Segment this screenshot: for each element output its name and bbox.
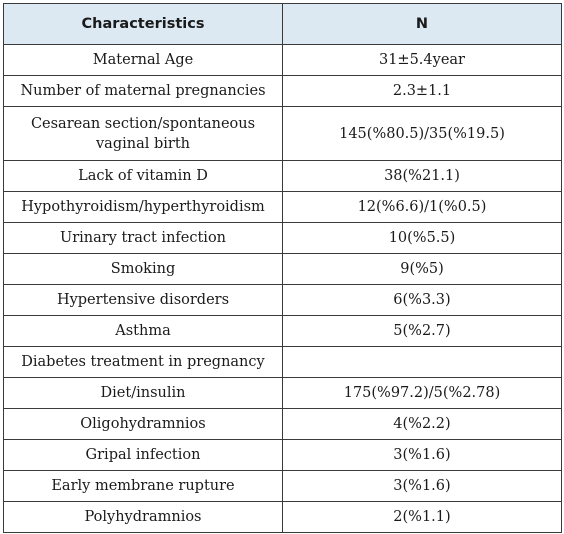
row-value: 31±5.4year <box>282 44 562 76</box>
row-label: Urinary tract infection <box>3 222 283 254</box>
table-row: Oligohydramnios 4(%2.2) <box>3 408 562 440</box>
table-row: Cesarean section/spontaneous vaginal bir… <box>3 106 562 161</box>
header-n: N <box>282 3 562 45</box>
table-row: Polyhydramnios 2(%1.1) <box>3 501 562 533</box>
table-row: Maternal Age 31±5.4year <box>3 44 562 76</box>
table-row: Lack of vitamin D 38(%21.1) <box>3 160 562 192</box>
row-value: 3(%1.6) <box>282 439 562 471</box>
table-row: Diet/insulin 175(%97.2)/5(%2.78) <box>3 377 562 409</box>
row-value <box>282 346 562 378</box>
table-row: Gripal infection 3(%1.6) <box>3 439 562 471</box>
row-label: Diet/insulin <box>3 377 283 409</box>
row-label: Number of maternal pregnancies <box>3 75 283 107</box>
table-row: Hypertensive disorders 6(%3.3) <box>3 284 562 316</box>
table-row: Asthma 5(%2.7) <box>3 315 562 347</box>
row-label: Cesarean section/spontaneous vaginal bir… <box>3 106 283 161</box>
row-value: 38(%21.1) <box>282 160 562 192</box>
table-row: Diabetes treatment in pregnancy <box>3 346 562 378</box>
table-row: Smoking 9(%5) <box>3 253 562 285</box>
row-label: Polyhydramnios <box>3 501 283 533</box>
header-characteristics: Characteristics <box>3 3 283 45</box>
row-label: Asthma <box>3 315 283 347</box>
row-label: Maternal Age <box>3 44 283 76</box>
row-value: 4(%2.2) <box>282 408 562 440</box>
table-row: Urinary tract infection 10(%5.5) <box>3 222 562 254</box>
row-label: Early membrane rupture <box>3 470 283 502</box>
row-value: 9(%5) <box>282 253 562 285</box>
row-value: 145(%80.5)/35(%19.5) <box>282 106 562 161</box>
row-value: 12(%6.6)/1(%0.5) <box>282 191 562 223</box>
row-value: 10(%5.5) <box>282 222 562 254</box>
characteristics-table: Characteristics N Maternal Age 31±5.4yea… <box>3 3 562 533</box>
characteristics-table-container: Characteristics N Maternal Age 31±5.4yea… <box>3 3 562 533</box>
row-value: 6(%3.3) <box>282 284 562 316</box>
row-label: Smoking <box>3 253 283 285</box>
row-label: Hypothyroidism/hyperthyroidism <box>3 191 283 223</box>
row-value: 2(%1.1) <box>282 501 562 533</box>
table-row: Early membrane rupture 3(%1.6) <box>3 470 562 502</box>
table-row: Hypothyroidism/hyperthyroidism 12(%6.6)/… <box>3 191 562 223</box>
table-header-row: Characteristics N <box>3 3 562 45</box>
row-value: 2.3±1.1 <box>282 75 562 107</box>
row-value: 3(%1.6) <box>282 470 562 502</box>
row-label: Lack of vitamin D <box>3 160 283 192</box>
row-value: 175(%97.2)/5(%2.78) <box>282 377 562 409</box>
row-label: Diabetes treatment in pregnancy <box>3 346 283 378</box>
row-value: 5(%2.7) <box>282 315 562 347</box>
table-row: Number of maternal pregnancies 2.3±1.1 <box>3 75 562 107</box>
row-label: Hypertensive disorders <box>3 284 283 316</box>
row-label: Oligohydramnios <box>3 408 283 440</box>
row-label: Gripal infection <box>3 439 283 471</box>
